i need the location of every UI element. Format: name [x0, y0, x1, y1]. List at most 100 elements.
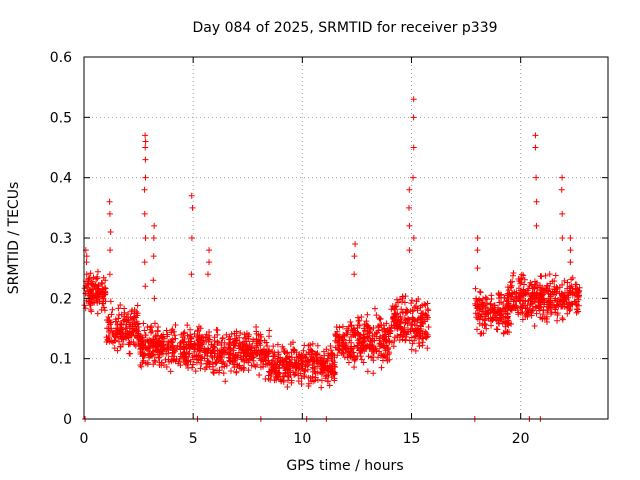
data-point [156, 354, 163, 361]
data-point [521, 281, 528, 288]
data-point [532, 144, 539, 151]
data-point [556, 298, 563, 305]
data-point [312, 370, 319, 377]
x-tick-label: 15 [403, 431, 421, 447]
data-point [209, 354, 216, 361]
data-point [419, 339, 426, 346]
data-point [378, 352, 385, 359]
data-point [410, 235, 417, 241]
data-point [363, 318, 370, 325]
data-point [332, 332, 339, 339]
data-point [81, 302, 88, 309]
data-point [309, 364, 316, 371]
data-point [351, 364, 358, 371]
data-point [186, 350, 193, 357]
data-point [522, 291, 529, 298]
data-point [195, 328, 202, 335]
data-point [393, 296, 400, 303]
data-point [405, 326, 412, 333]
data-point [270, 343, 277, 350]
data-point [474, 326, 481, 333]
data-point [408, 322, 415, 329]
data-point [572, 286, 579, 293]
data-point [351, 271, 358, 278]
data-point [488, 295, 495, 302]
data-point [215, 340, 222, 347]
data-point [156, 359, 163, 366]
data-point [410, 114, 417, 121]
data-point [547, 299, 554, 306]
data-point [360, 331, 367, 338]
data-point [248, 362, 255, 369]
data-point [318, 384, 325, 391]
data-point [305, 382, 312, 389]
data-point [366, 341, 373, 348]
data-point [391, 310, 398, 317]
data-point [567, 235, 574, 241]
data-point [152, 333, 159, 340]
data-point [568, 276, 575, 283]
data-point [488, 317, 495, 324]
data-point [87, 270, 94, 277]
data-point [94, 310, 101, 317]
data-point [255, 332, 262, 339]
data-point [322, 373, 329, 380]
data-point [559, 316, 566, 323]
data-point [150, 235, 157, 241]
data-point [179, 350, 186, 357]
data-point [552, 272, 559, 279]
data-point [417, 314, 424, 321]
data-point [155, 332, 162, 339]
data-point [151, 357, 158, 364]
data-point [191, 352, 198, 359]
data-point [401, 299, 408, 306]
data-point [241, 365, 248, 372]
data-point [318, 370, 325, 377]
data-point [409, 318, 416, 325]
data-point [122, 325, 129, 332]
data-point [477, 313, 484, 320]
data-point [298, 381, 305, 388]
data-point [499, 306, 506, 313]
data-point [304, 359, 311, 366]
data-point [230, 342, 237, 349]
data-point [390, 314, 397, 321]
data-point [572, 292, 579, 299]
data-point [308, 353, 315, 360]
data-point [559, 315, 566, 322]
data-point [406, 337, 413, 344]
data-point [336, 333, 343, 340]
data-point [165, 356, 172, 363]
data-point [347, 319, 354, 326]
data-point [351, 325, 358, 332]
data-point [240, 339, 247, 346]
data-point [473, 305, 480, 312]
data-point [361, 338, 368, 345]
data-point [118, 326, 125, 333]
data-point [118, 321, 125, 328]
y-tick-label: 0.4 [50, 171, 72, 187]
data-point [152, 340, 159, 347]
data-point [367, 337, 374, 344]
data-point [302, 363, 309, 370]
data-point [107, 298, 114, 305]
data-point [334, 339, 341, 346]
data-point [395, 323, 402, 330]
data-point [117, 302, 124, 309]
data-point [481, 320, 488, 327]
data-point [375, 354, 382, 361]
data-point [310, 378, 317, 385]
data-point [566, 307, 573, 314]
data-point [286, 356, 293, 363]
data-point [546, 271, 553, 278]
data-point [155, 354, 162, 361]
data-point [339, 323, 346, 330]
data-point [206, 259, 213, 266]
data-point [373, 312, 380, 319]
data-point [189, 204, 196, 211]
data-point [388, 322, 395, 329]
data-point [360, 359, 367, 366]
data-point [266, 333, 273, 340]
data-point [282, 367, 289, 374]
data-point [131, 310, 138, 317]
